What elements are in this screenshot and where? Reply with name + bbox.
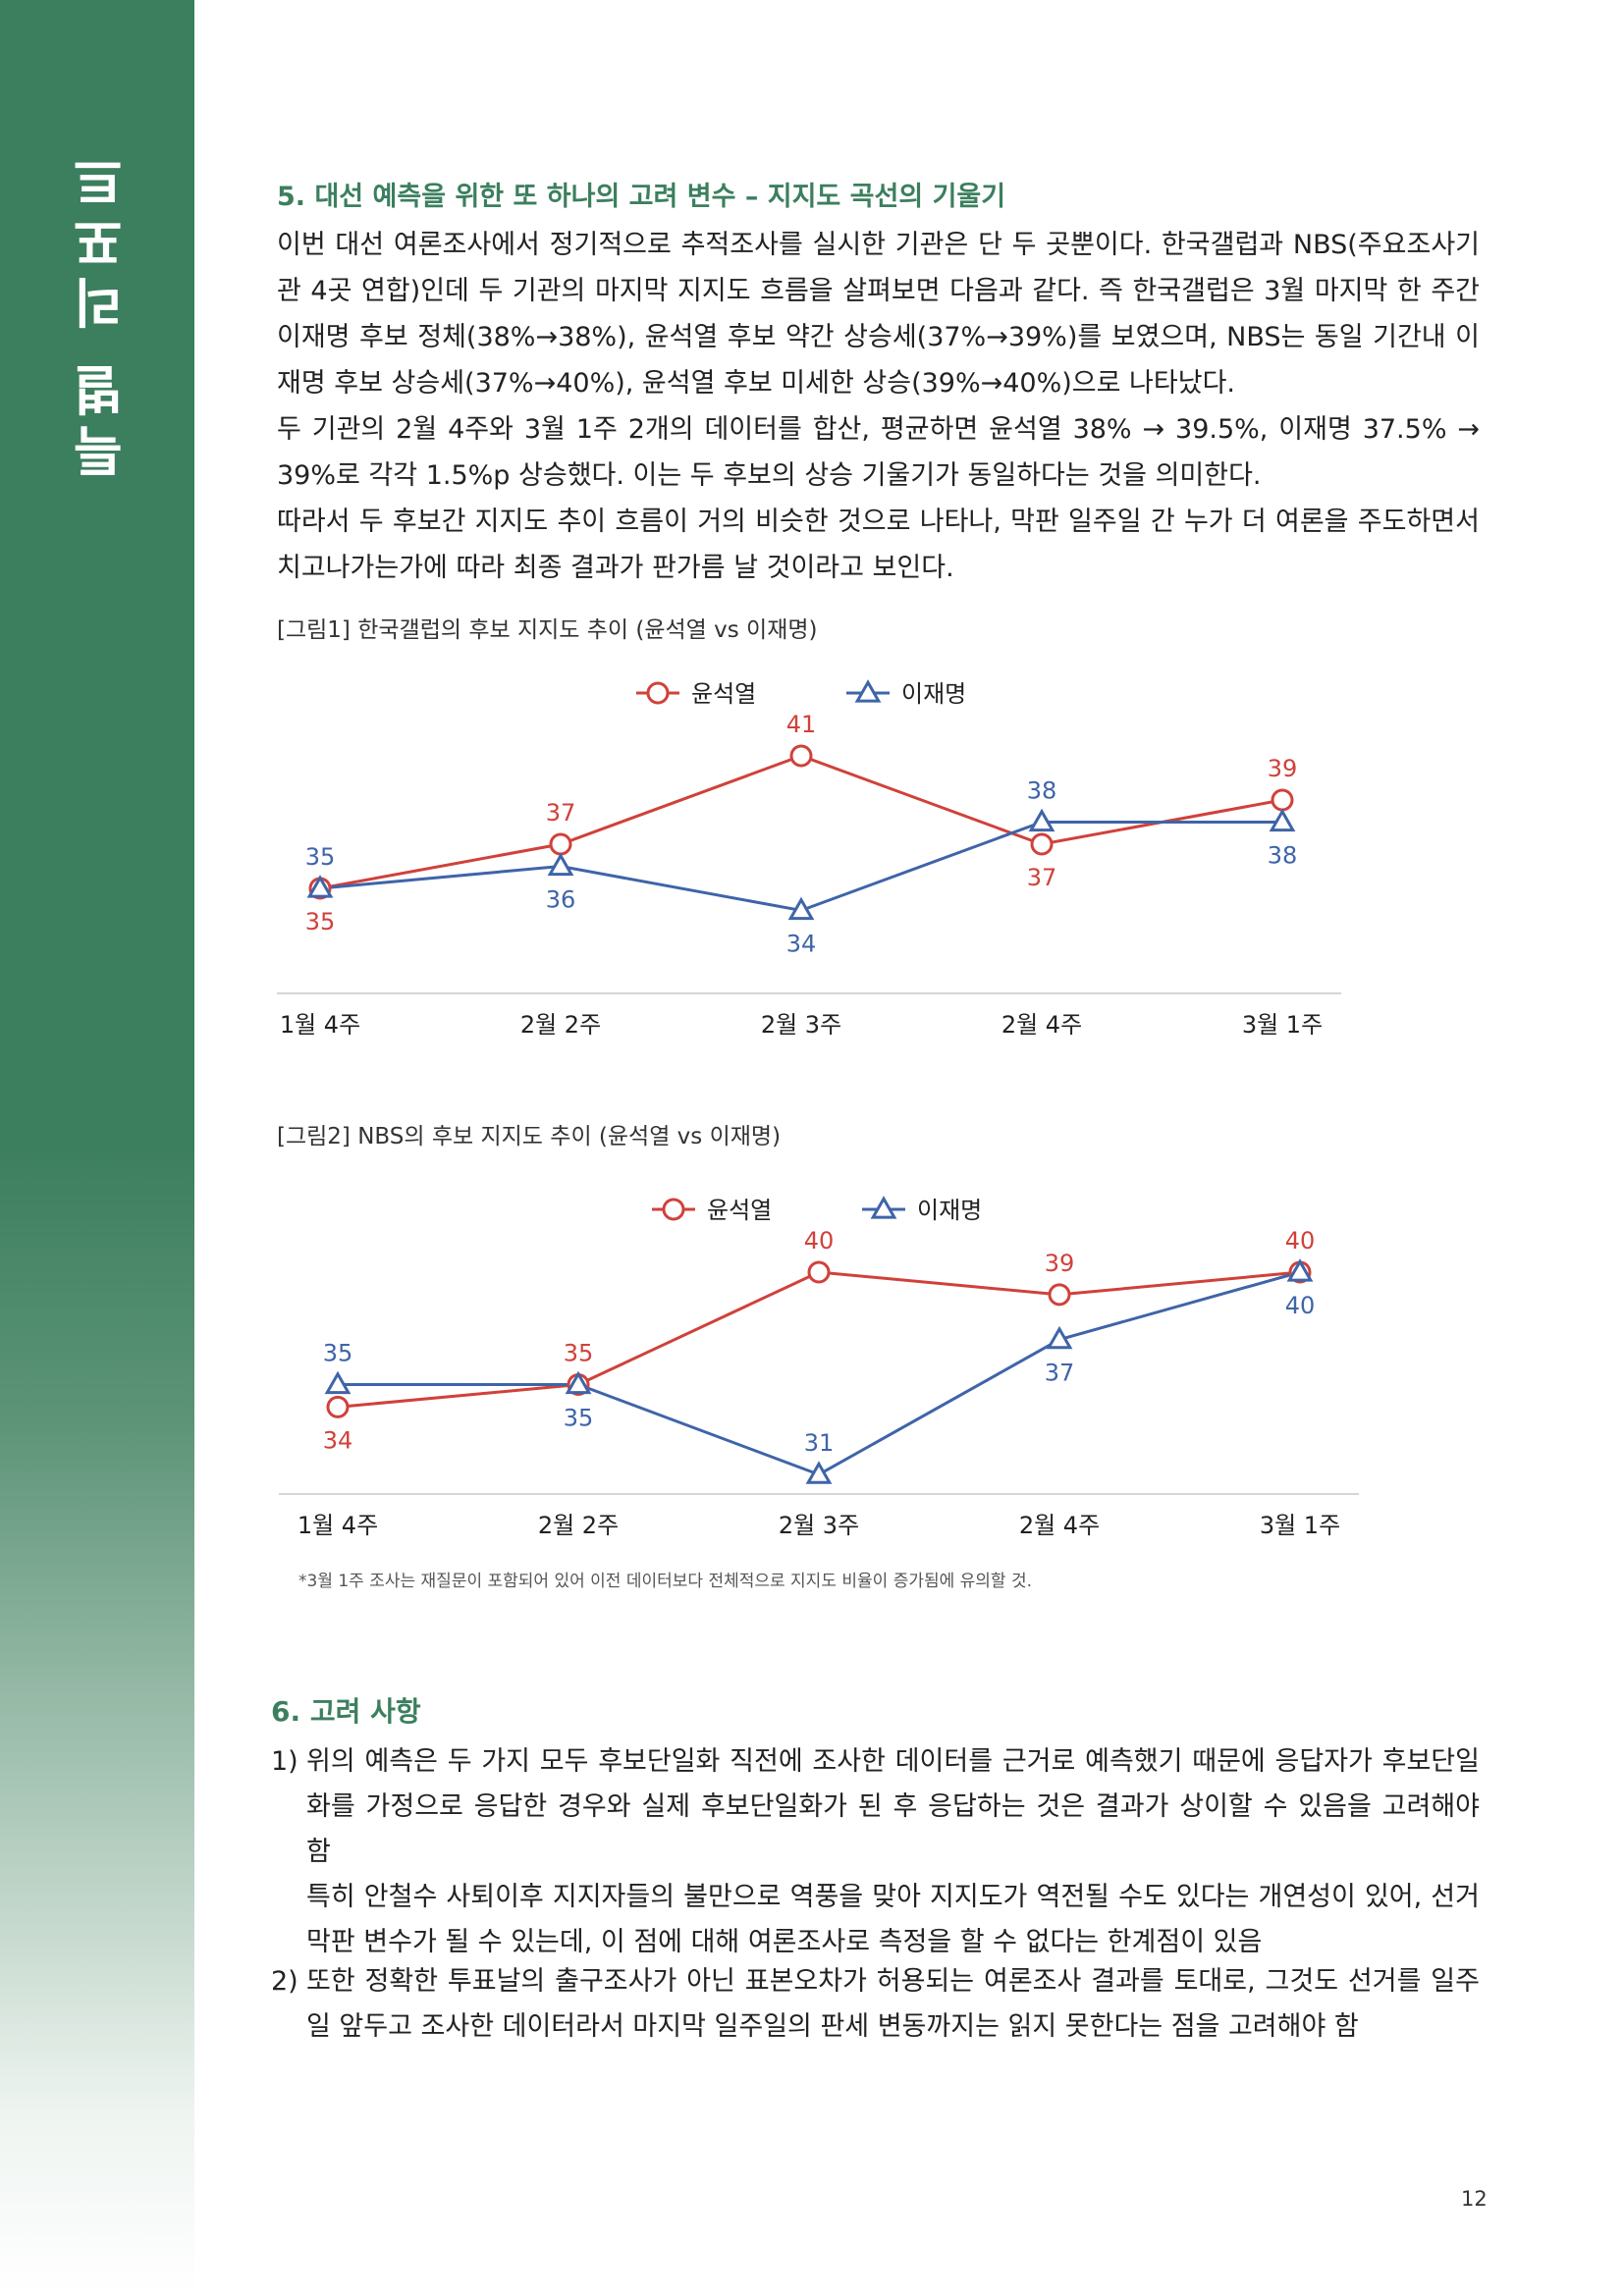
section-6-heading: 6. 고려 사항	[271, 1695, 421, 1728]
data-label: 38	[1268, 842, 1298, 870]
data-label: 35	[564, 1405, 594, 1432]
x-tick-label: 2월 4주	[1001, 1011, 1082, 1039]
data-label: 34	[323, 1426, 353, 1454]
data-label: 35	[564, 1340, 594, 1367]
data-label: 40	[1285, 1292, 1316, 1319]
data-label: 35	[305, 908, 336, 935]
page-number: 12	[1461, 2187, 1488, 2211]
data-point	[549, 832, 572, 856]
legend-marker	[854, 679, 882, 703]
data-point	[807, 1260, 831, 1284]
section-5-paragraph-1: 이번 대선 여론조사에서 정기적으로 추적조사를 실시한 기관은 단 두 곳뿐이…	[277, 230, 1480, 399]
item-number: 1)	[271, 1746, 298, 1777]
data-label: 37	[1027, 864, 1057, 891]
data-label: 35	[305, 843, 336, 871]
x-tick-label: 2월 2주	[520, 1011, 601, 1039]
data-label: 37	[546, 799, 576, 827]
legend-item-2: 이재명	[862, 1196, 982, 1224]
series-line-1	[337, 1270, 1301, 1409]
x-tick-label: 3월 1주	[1260, 1512, 1340, 1539]
section-5-heading: 5. 대선 예측을 위한 또 하나의 고려 변수 – 지지도 곡선의 기울기	[277, 182, 1006, 212]
data-point	[787, 896, 815, 921]
data-point	[1269, 808, 1296, 832]
data-label: 34	[786, 931, 817, 958]
data-label: 31	[804, 1429, 835, 1457]
legend-label: 이재명	[901, 680, 966, 708]
data-point	[306, 875, 334, 898]
section-5-paragraph-3: 따라서 두 후보간 지지도 추이 흐름이 거의 비슷한 것으로 나타나, 막판 …	[277, 507, 1480, 583]
data-label: 36	[546, 886, 576, 914]
data-point	[1048, 1283, 1071, 1307]
data-point	[565, 1370, 592, 1395]
legend-marker	[646, 681, 670, 705]
data-label: 39	[1268, 755, 1298, 782]
x-tick-label: 3월 1주	[1242, 1011, 1323, 1039]
x-tick-label: 2월 4주	[1019, 1512, 1100, 1539]
data-point	[547, 852, 574, 877]
x-tick-label: 2월 2주	[538, 1512, 619, 1539]
legend-label: 이재명	[917, 1197, 982, 1224]
section-5-paragraph-2: 두 기관의 2월 4주와 3월 1주 2개의 데이터를 합산, 평균하면 윤석열…	[277, 414, 1480, 491]
data-label: 40	[804, 1227, 835, 1255]
data-point	[1030, 832, 1054, 856]
data-point	[805, 1461, 833, 1484]
chart-footnote: *3월 1주 조사는 재질문이 포함되어 있어 이전 데이터보다 전체적으로 지…	[298, 1572, 1033, 1591]
x-tick-label: 1월 4주	[280, 1011, 360, 1039]
data-point	[1271, 788, 1294, 812]
figure-1-caption: [그림1] 한국갤럽의 후보 지지도 추이 (윤석열 vs 이재명)	[277, 617, 818, 643]
data-label: 41	[786, 711, 817, 738]
item-text: 또한 정확한 투표날의 출구조사가 아닌 표본오차가 허용되는 여론조사 결과를…	[306, 1966, 1480, 2042]
sidebar-label: 특별 리포트	[72, 147, 134, 478]
x-tick-label: 2월 3주	[779, 1512, 859, 1539]
data-label: 38	[1027, 777, 1057, 805]
data-point	[324, 1370, 352, 1395]
data-point	[1028, 808, 1055, 832]
item-text-continued: 특히 안철수 사퇴이후 지지자들의 불만으로 역풍을 맞아 지지도가 역전될 수…	[306, 1882, 1480, 1957]
item-number: 2)	[271, 1966, 298, 1997]
data-label: 35	[323, 1340, 353, 1367]
legend-marker	[870, 1196, 897, 1219]
figure-2-caption: [그림2] NBS의 후보 지지도 추이 (윤석열 vs 이재명)	[277, 1124, 782, 1149]
legend-item-2: 이재명	[846, 679, 966, 708]
legend-label: 윤석열	[691, 680, 756, 708]
legend-item-1: 윤석열	[652, 1197, 772, 1224]
data-point	[789, 744, 813, 768]
legend-marker	[662, 1198, 685, 1221]
legend-label: 윤석열	[707, 1197, 772, 1224]
data-point	[1046, 1325, 1073, 1350]
x-tick-label: 1월 4주	[298, 1512, 378, 1539]
legend-item-1: 윤석열	[636, 680, 756, 708]
nbs-line-chart: 윤석열 이재명 1월 4주 2월 2주 2월 3주 2월 4주 3월 1주 34 35 40 39 4…	[279, 1196, 1359, 1539]
data-point	[326, 1395, 350, 1418]
item-text: 위의 예측은 두 가지 모두 후보단일화 직전에 조사한 데이터를 근거로 예측…	[306, 1746, 1480, 1867]
consideration-item-2: 2) 또한 정확한 투표날의 출구조사가 아닌 표본오차가 허용되는 여론조사 …	[271, 1959, 1480, 2050]
data-label: 40	[1285, 1227, 1316, 1255]
sidebar: 특별 리포트	[0, 0, 194, 2296]
data-label: 37	[1045, 1360, 1075, 1387]
x-tick-label: 2월 3주	[761, 1011, 841, 1039]
gallup-line-chart: 윤석열 이재명 1월 4주 2월 2주 2월 3주 2월 4주 3월 1주 35 37 41 37 3…	[277, 679, 1341, 1039]
consideration-item-1: 1) 위의 예측은 두 가지 모두 후보단일화 직전에 조사한 데이터를 근거로…	[271, 1739, 1480, 1965]
data-label: 39	[1045, 1250, 1075, 1277]
data-point	[1286, 1258, 1314, 1282]
